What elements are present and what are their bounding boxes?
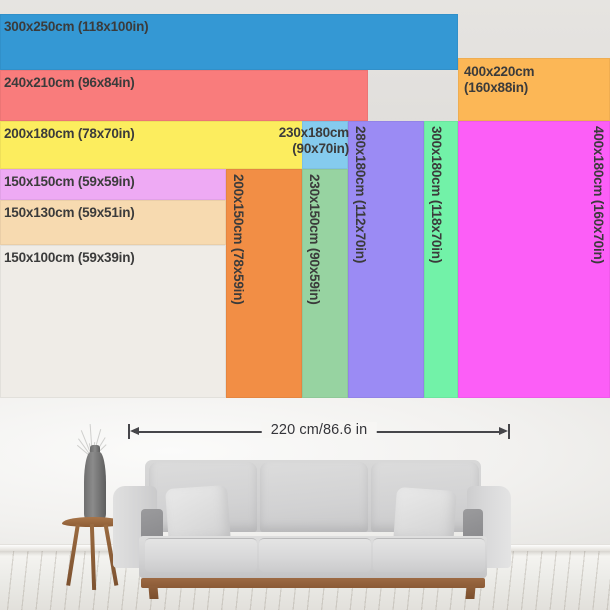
- swatch-300x250[interactable]: 300x250cm (118x100in): [0, 14, 458, 70]
- swatch-150x100-label: 150x100cm (59x39in): [4, 250, 135, 265]
- swatch-240x210[interactable]: 240x210cm (96x84in): [0, 70, 368, 121]
- swatch-150x130[interactable]: 150x130cm (59x51in): [0, 200, 226, 245]
- arrow-left-icon: [130, 427, 139, 436]
- sofa-width-dimension: 220 cm/86.6 in: [128, 422, 510, 440]
- dimension-label: 220 cm/86.6 in: [261, 422, 377, 438]
- swatch-280x180[interactable]: 280x180cm (112x70in): [348, 121, 424, 398]
- ceramic-vase: [84, 452, 106, 520]
- swatch-300x180-label: 300x180cm (118x70in): [428, 126, 444, 264]
- sofa-wood-frame: [141, 578, 485, 588]
- swatch-200x180-label: 200x180cm (78x70in): [4, 126, 135, 141]
- dimension-end-cap-left: [128, 424, 131, 439]
- back-cushion: [260, 462, 368, 532]
- swatch-150x150-label: 150x150cm (59x59in): [4, 174, 135, 189]
- swatch-300x180[interactable]: 300x180cm (118x70in): [424, 121, 458, 398]
- swatch-400x180[interactable]: 400x180cm (160x70in): [458, 121, 610, 398]
- swatch-150x130-label: 150x130cm (59x51in): [4, 205, 135, 220]
- three-seat-sofa: [113, 460, 511, 599]
- swatch-200x150-label: 200x150cm (78x59in): [230, 174, 246, 305]
- side-table: [62, 517, 124, 592]
- sofa-leg: [465, 586, 476, 599]
- seat-cushion: [259, 538, 371, 572]
- swatch-200x150[interactable]: 200x150cm (78x59in): [226, 169, 302, 398]
- swatch-230x150-label: 230x150cm (90x59in): [306, 174, 322, 305]
- swatch-300x250-label: 300x250cm (118x100in): [4, 19, 149, 34]
- seat-cushion: [145, 538, 257, 572]
- seat-cushion: [373, 538, 485, 572]
- swatch-150x100[interactable]: 150x100cm (59x39in): [0, 245, 226, 398]
- dimension-end-cap-right: [507, 424, 510, 439]
- swatch-400x180-label: 400x180cm (160x70in): [591, 126, 606, 264]
- table-top: [62, 517, 124, 527]
- swatch-230x150[interactable]: 230x150cm (90x59in): [302, 169, 348, 398]
- swatch-400x220-label: 400x220cm (160x88in): [464, 64, 535, 95]
- table-leg: [89, 523, 97, 591]
- table-leg: [66, 524, 80, 586]
- swatch-280x180-label: 280x180cm (112x70in): [352, 126, 368, 264]
- swatch-150x150[interactable]: 150x150cm (59x59in): [0, 169, 226, 200]
- swatch-230x180[interactable]: 230x180cm (90x70in): [279, 121, 349, 169]
- swatch-400x220[interactable]: 400x220cm (160x88in): [458, 58, 610, 121]
- swatch-240x210-label: 240x210cm (96x84in): [4, 75, 135, 90]
- sofa-leg: [148, 586, 159, 599]
- wall-swatch-area: 300x250cm (118x100in) 240x210cm (96x84in)…: [0, 0, 610, 400]
- arrow-right-icon: [499, 427, 508, 436]
- swatch-230x180-label: 230x180cm (90x70in): [278, 125, 349, 156]
- swatch-200x180[interactable]: 200x180cm (78x70in): [0, 121, 308, 169]
